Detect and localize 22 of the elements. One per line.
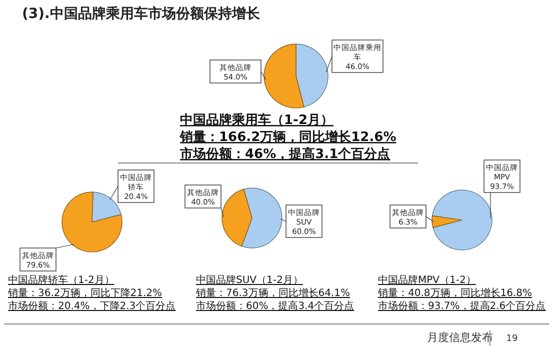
text: 市场份额：46%，提高3.1个百分点 xyxy=(179,146,390,162)
chart-title: (3).中国品牌乘用车市场份额保持增长 xyxy=(22,5,261,22)
text: 市场份额：20.4%，下降2.3个百分点 xyxy=(8,300,176,312)
pie-slice xyxy=(432,190,492,250)
text: 中国品牌乘用车（1-2月） xyxy=(180,112,334,128)
text: 销量：40.8万辆，同比增长16.8% xyxy=(377,287,532,299)
pie-slice xyxy=(222,188,252,246)
pie-slice xyxy=(432,216,462,228)
pie-slice xyxy=(62,192,122,252)
text: 19 xyxy=(506,334,518,344)
text: 中国品牌SUV（1-2月） xyxy=(196,274,303,286)
text: 销量：76.3万辆，同比增长64.1% xyxy=(195,287,350,299)
text: 中国品牌MPV（1-2） xyxy=(378,274,476,286)
pie-slice xyxy=(296,44,328,108)
text: 销量：166.2万辆，同比增长12.6% xyxy=(179,130,396,145)
text: 中国品牌轿车（1-2月） xyxy=(8,274,114,286)
text: 销量：36.2万辆，同比下降21.2% xyxy=(7,287,162,299)
pie-slice xyxy=(241,188,282,248)
pie-slice xyxy=(92,192,122,222)
text: 市场份额：60%，提高3.4个百分点 xyxy=(196,300,354,312)
pie-slice xyxy=(264,44,304,108)
text: 市场份额：93.7%，提高2.6个百分点 xyxy=(378,300,546,312)
